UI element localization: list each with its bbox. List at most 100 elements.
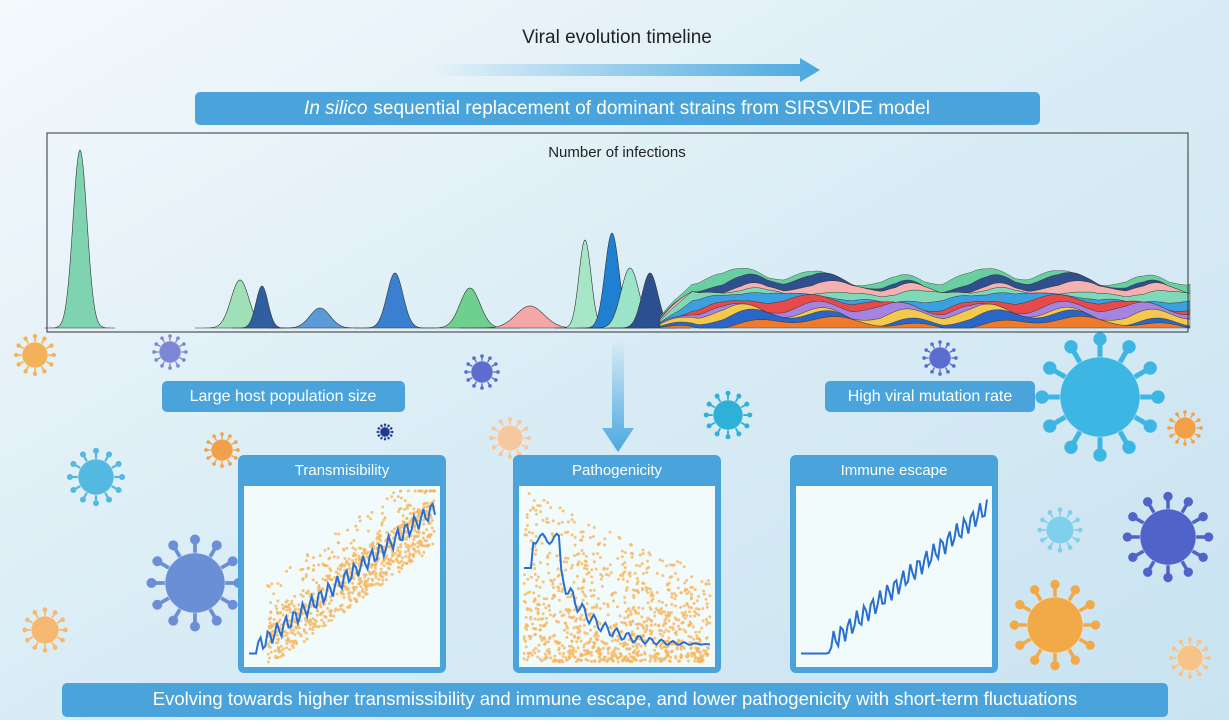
scatter-point bbox=[416, 545, 419, 548]
scatter-point bbox=[523, 582, 526, 585]
scatter-point bbox=[304, 617, 307, 620]
scatter-point bbox=[607, 652, 610, 655]
scatter-point bbox=[622, 578, 625, 581]
virus-tip bbox=[1204, 646, 1208, 650]
scatter-point bbox=[585, 560, 588, 563]
scatter-point bbox=[527, 655, 530, 658]
scatter-point bbox=[313, 623, 316, 626]
scatter-point bbox=[533, 633, 536, 636]
scatter-point bbox=[646, 601, 649, 604]
virus-tip bbox=[93, 448, 99, 454]
scatter-point bbox=[357, 582, 360, 585]
scatter-point bbox=[678, 628, 681, 631]
scatter-point bbox=[539, 628, 542, 631]
scatter-point bbox=[533, 499, 536, 502]
scatter-point bbox=[276, 611, 279, 614]
virus-tip bbox=[212, 434, 216, 438]
scatter-point bbox=[417, 535, 420, 538]
scatter-point bbox=[536, 656, 539, 659]
virus-tip bbox=[1068, 545, 1073, 550]
virus-body bbox=[1177, 645, 1203, 671]
scatter-point bbox=[540, 618, 543, 621]
scatter-point bbox=[565, 656, 568, 659]
scatter-point bbox=[558, 642, 561, 645]
scatter-point bbox=[305, 559, 308, 562]
scatter-point bbox=[301, 568, 304, 571]
scatter-point bbox=[583, 653, 586, 656]
virus-tip bbox=[954, 356, 958, 360]
scatter-point bbox=[588, 614, 591, 617]
scatter-point bbox=[662, 624, 665, 627]
scatter-point bbox=[309, 612, 312, 615]
scatter-point bbox=[701, 655, 704, 658]
scatter-point bbox=[337, 533, 340, 536]
virus-tip bbox=[1058, 548, 1063, 553]
scatter-point bbox=[619, 615, 622, 618]
virus-tip bbox=[1204, 665, 1208, 669]
scatter-point bbox=[593, 560, 596, 563]
virus-tip bbox=[1010, 620, 1019, 629]
scatter-point bbox=[337, 608, 340, 611]
scatter-point bbox=[423, 539, 426, 542]
scatter-point bbox=[342, 549, 345, 552]
virus-tip bbox=[1040, 518, 1045, 523]
scatter-point bbox=[266, 584, 269, 587]
scatter-point bbox=[611, 659, 614, 662]
scatter-point bbox=[646, 587, 649, 590]
scatter-point bbox=[325, 616, 328, 619]
scatter-point bbox=[619, 642, 622, 645]
virus-tip bbox=[116, 487, 122, 493]
scatter-point bbox=[361, 552, 364, 555]
scatter-point bbox=[616, 656, 619, 659]
scatter-point bbox=[349, 599, 352, 602]
scatter-point bbox=[524, 533, 527, 536]
scatter-point bbox=[574, 536, 577, 539]
scatter-point bbox=[277, 649, 280, 652]
scatter-point bbox=[572, 652, 575, 655]
scatter-point bbox=[599, 607, 602, 610]
scatter-point bbox=[552, 615, 555, 618]
scatter-point bbox=[358, 594, 361, 597]
scatter-point bbox=[572, 615, 575, 618]
virus-tip bbox=[527, 436, 531, 440]
scatter-point bbox=[570, 633, 573, 636]
scatter-point bbox=[528, 635, 531, 638]
scatter-point bbox=[694, 646, 697, 649]
scatter-point bbox=[632, 645, 635, 648]
scatter-point bbox=[326, 564, 329, 567]
scatter-point bbox=[698, 630, 701, 633]
scatter-point bbox=[603, 537, 606, 540]
scatter-point bbox=[542, 603, 545, 606]
scatter-point bbox=[674, 572, 677, 575]
scatter-point bbox=[431, 527, 434, 530]
scatter-point bbox=[371, 578, 374, 581]
scatter-point bbox=[693, 660, 696, 663]
virus-tip bbox=[190, 535, 200, 545]
scatter-point bbox=[593, 526, 596, 529]
virus-tip bbox=[488, 356, 492, 360]
scatter-point bbox=[321, 624, 324, 627]
scatter-point bbox=[545, 520, 548, 523]
virus-tip bbox=[1037, 528, 1042, 533]
virus-tip bbox=[17, 362, 21, 366]
scatter-point bbox=[671, 564, 674, 567]
scatter-point bbox=[418, 511, 421, 514]
scatter-point bbox=[616, 605, 619, 608]
virus-tip bbox=[707, 402, 712, 407]
scatter-point bbox=[663, 645, 666, 648]
scatter-point bbox=[279, 611, 282, 614]
scatter-point bbox=[352, 539, 355, 542]
virus-tip bbox=[1030, 585, 1039, 594]
scatter-point bbox=[530, 576, 533, 579]
virus-body bbox=[1174, 417, 1196, 439]
scatter-point bbox=[561, 644, 564, 647]
virus-body bbox=[713, 400, 743, 430]
scatter-point bbox=[525, 658, 528, 661]
scatter-point bbox=[592, 641, 595, 644]
scatter-point bbox=[362, 573, 365, 576]
scatter-point bbox=[577, 560, 580, 563]
scatter-point bbox=[671, 650, 674, 653]
scatter-point bbox=[580, 562, 583, 565]
scatter-point bbox=[268, 656, 271, 659]
scatter-point bbox=[526, 513, 529, 516]
